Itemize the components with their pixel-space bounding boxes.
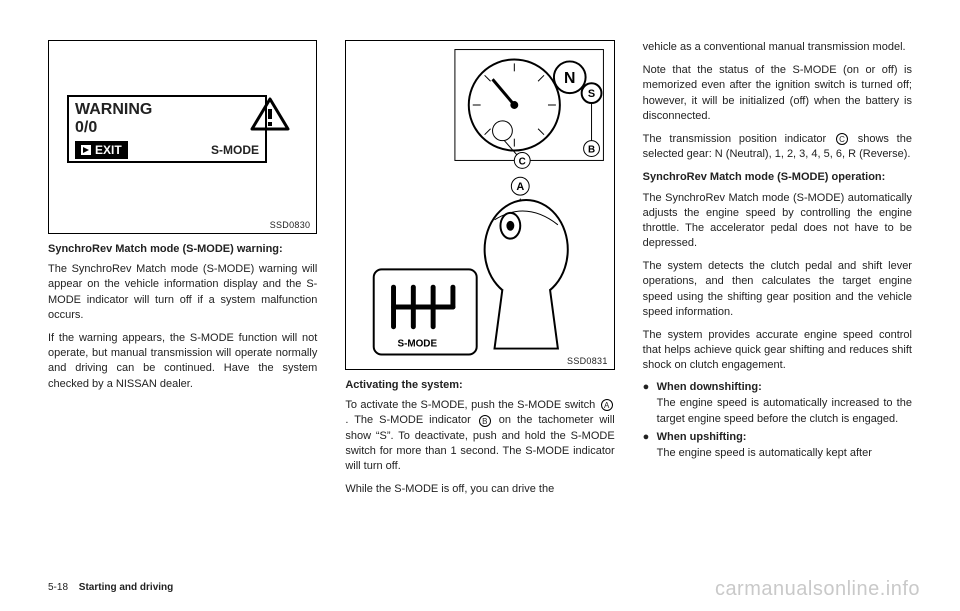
bullet1-body: The engine speed is automatically increa… xyxy=(657,396,912,426)
section-title: Starting and driving xyxy=(79,582,173,593)
col1-p1: The SynchroRev Match mode (S-MODE) warni… xyxy=(48,262,317,323)
bullet-upshift: ● When upshifting: The engine speed is a… xyxy=(643,431,912,461)
svg-text:S: S xyxy=(588,88,595,100)
col3-p3: The transmission position indicator C sh… xyxy=(643,132,912,162)
col3-p6: The system provides accurate engine spee… xyxy=(643,328,912,374)
col2-p1-b: . The S-MODE indicator xyxy=(345,414,476,426)
column-2: N S B C A xyxy=(345,40,614,560)
marker-b-inline: B xyxy=(479,415,491,427)
col1-p2: If the warning appears, the S-MODE funct… xyxy=(48,331,317,392)
col3-p3-a: The transmission position indicator xyxy=(643,133,834,145)
warning-title: WARNING xyxy=(75,101,259,119)
bullet-downshift: ● When downshifting: The engine speed is… xyxy=(643,381,912,426)
col2-heading: Activating the system: xyxy=(345,378,614,392)
col3-p2: Note that the status of the S-MODE (on o… xyxy=(643,63,912,124)
column-1: WARNING 0/0 EXIT S-MODE SSD0830 SynchroR… xyxy=(48,40,317,560)
watermark: carmanualsonline.info xyxy=(715,578,920,601)
column-3: vehicle as a conventional manual transmi… xyxy=(643,40,912,560)
bullet-dot: ● xyxy=(643,431,657,461)
svg-text:C: C xyxy=(519,156,526,167)
bullet1-title: When downshifting: xyxy=(657,381,912,393)
col3-p5: The system detects the clutch pedal and … xyxy=(643,259,912,320)
col3-p1: vehicle as a conventional manual transmi… xyxy=(643,40,912,55)
exit-badge: EXIT xyxy=(75,141,128,159)
figure-shift-diagram: N S B C A xyxy=(345,40,614,370)
col2-p2: While the S-MODE is off, you can drive t… xyxy=(345,482,614,497)
figure-warning-display: WARNING 0/0 EXIT S-MODE SSD0830 xyxy=(48,40,317,234)
page-footer: 5-18 Starting and driving xyxy=(48,582,173,593)
exit-label: EXIT xyxy=(95,143,122,157)
col1-heading: SynchroRev Match mode (S-MODE) warning: xyxy=(48,242,317,256)
warning-triangle-icon xyxy=(250,97,290,133)
col3-bullets: ● When downshifting: The engine speed is… xyxy=(643,381,912,465)
smode-label: S-MODE xyxy=(211,143,259,157)
col3-heading: SynchroRev Match mode (S-MODE) operation… xyxy=(643,170,912,184)
svg-text:S-MODE: S-MODE xyxy=(398,339,438,350)
warning-count: 0/0 xyxy=(75,119,259,137)
warning-box: WARNING 0/0 EXIT S-MODE xyxy=(67,95,267,163)
figure-id-1: SSD0830 xyxy=(270,220,311,230)
bullet2-title: When upshifting: xyxy=(657,431,912,443)
col3-p4: The SynchroRev Match mode (S-MODE) autom… xyxy=(643,191,912,252)
col2-p1: To activate the S-MODE, push the S-MODE … xyxy=(345,398,614,474)
svg-text:A: A xyxy=(517,181,525,193)
page-number: 5-18 xyxy=(48,582,68,593)
bullet2-body: The engine speed is automatically kept a… xyxy=(657,446,912,461)
n-indicator: N xyxy=(564,70,575,87)
figure-id-2: SSD0831 xyxy=(567,356,608,366)
col2-p1-a: To activate the S-MODE, push the S-MODE … xyxy=(345,399,598,411)
page: WARNING 0/0 EXIT S-MODE SSD0830 SynchroR… xyxy=(48,40,912,560)
marker-c-inline: C xyxy=(836,133,848,145)
shift-diagram-svg: N S B C A xyxy=(346,41,613,369)
bullet-dot: ● xyxy=(643,381,657,426)
svg-text:B: B xyxy=(588,145,595,156)
marker-a-inline: A xyxy=(601,399,613,411)
